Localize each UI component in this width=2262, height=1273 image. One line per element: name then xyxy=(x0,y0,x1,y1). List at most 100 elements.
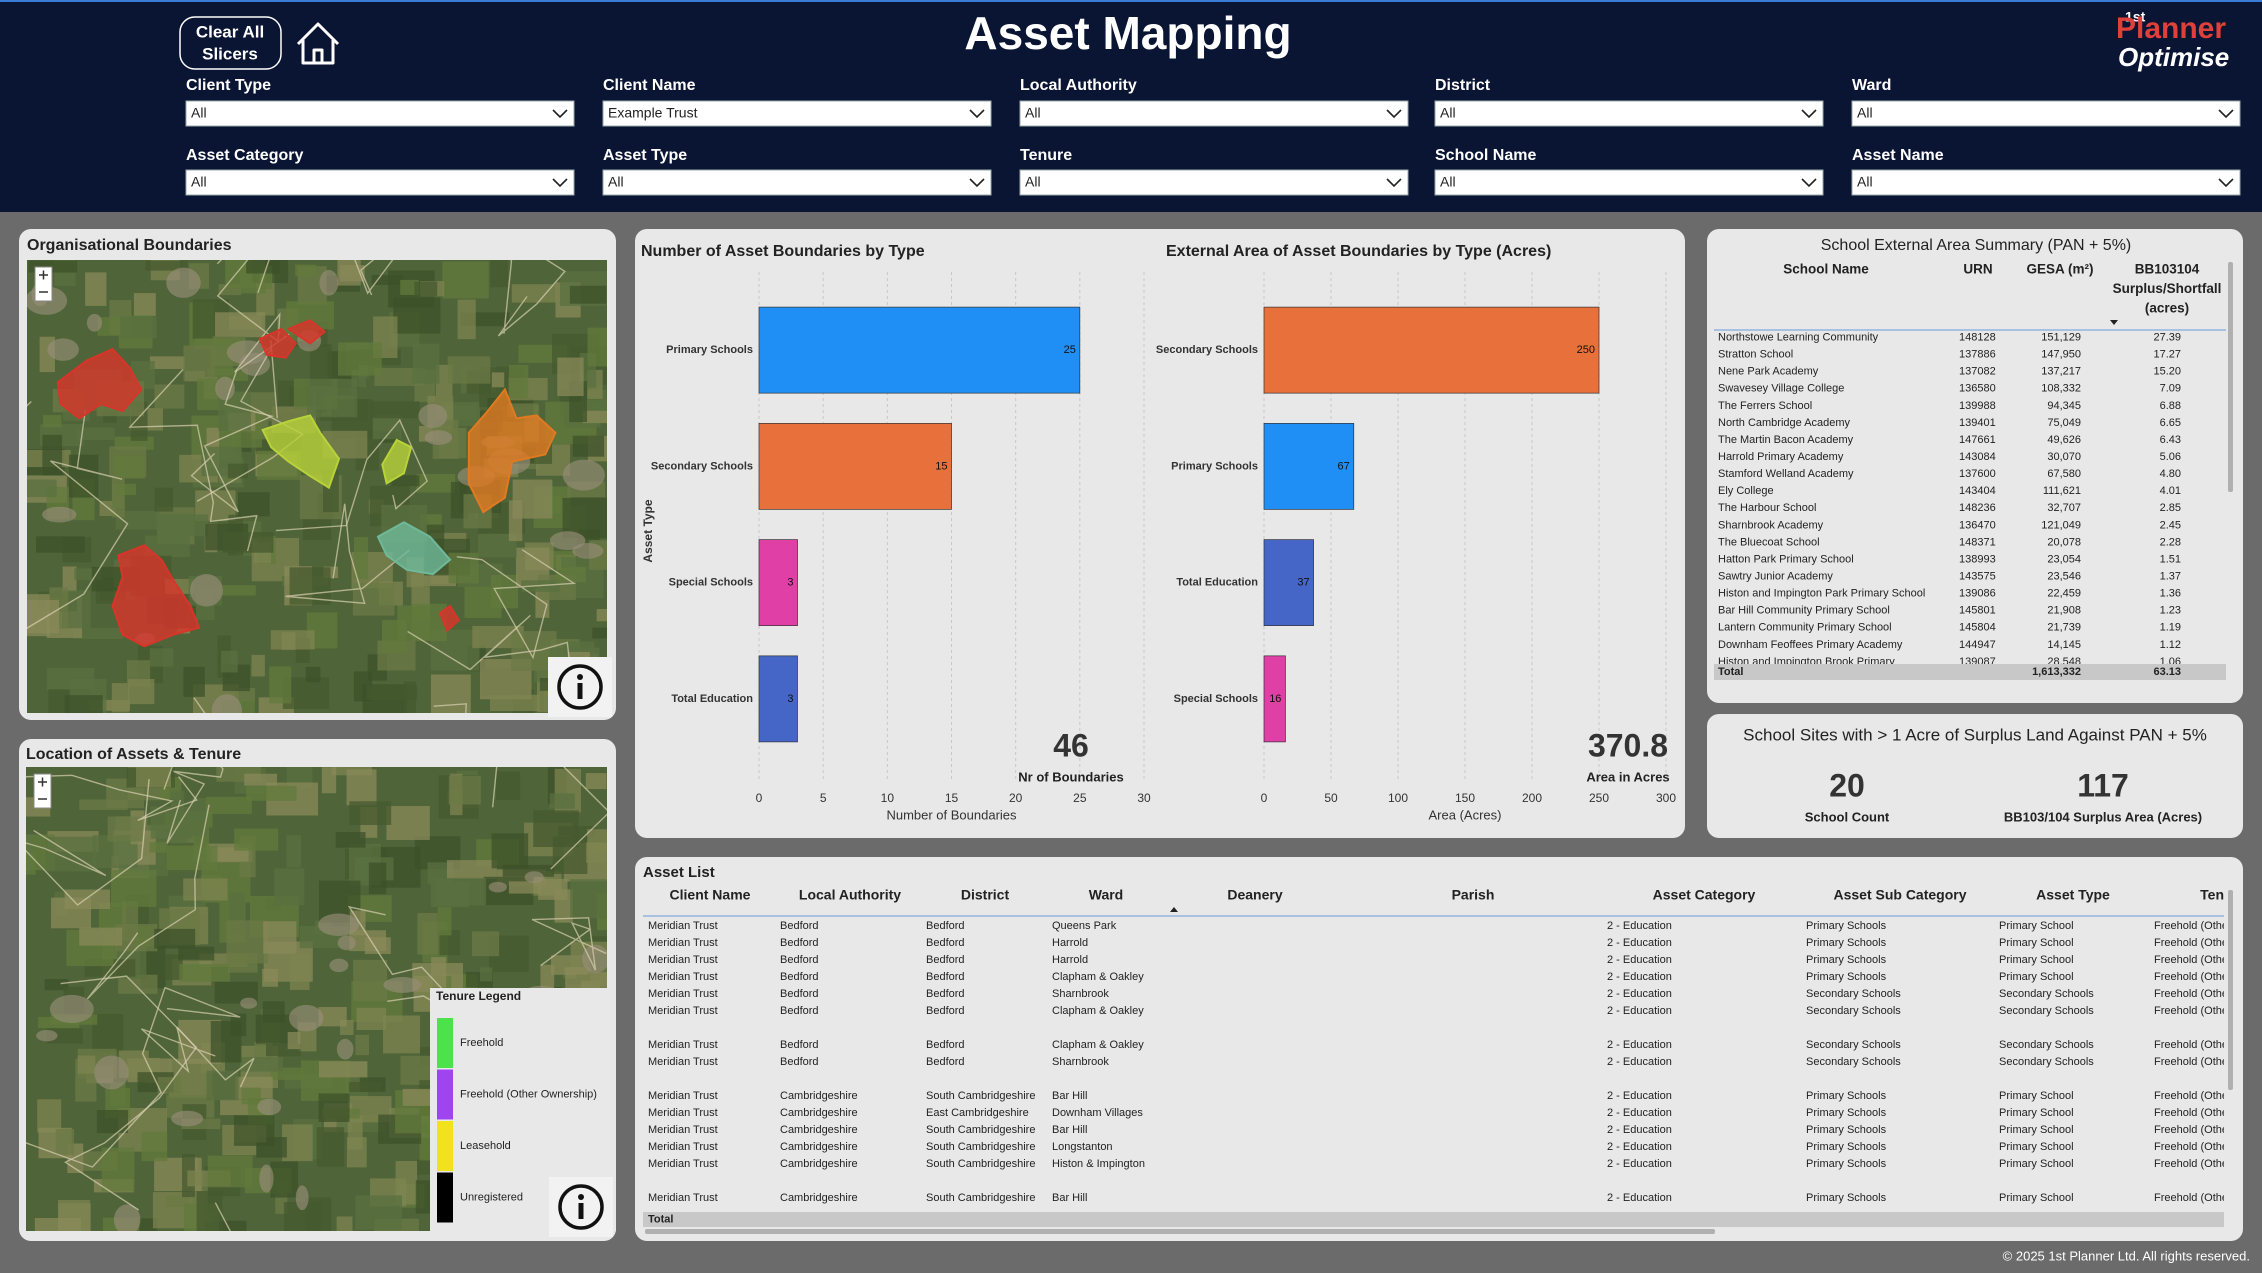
slicer-chevron[interactable] xyxy=(2218,178,2234,188)
slicer-value[interactable]: All xyxy=(608,174,624,190)
table-cell[interactable]: Sharnbrook Academy xyxy=(1718,519,1824,531)
clear-slicers-button[interactable] xyxy=(179,16,282,70)
table-cell[interactable]: Downham Feoffees Primary Academy xyxy=(1718,639,1903,651)
boundary-area[interactable] xyxy=(258,327,298,359)
column-header[interactable]: Ward xyxy=(1089,887,1123,903)
info-stem[interactable] xyxy=(578,1203,584,1219)
table-cell[interactable]: The Martin Bacon Academy xyxy=(1718,434,1854,446)
column-header[interactable]: GESA (m²) xyxy=(2027,262,2094,277)
table-cell[interactable]: Nene Park Academy xyxy=(1718,366,1819,378)
bar[interactable] xyxy=(758,423,952,510)
column-header[interactable]: Parish xyxy=(1452,887,1495,903)
slicer-dropdown[interactable] xyxy=(1019,169,1409,196)
slicer-chevron[interactable] xyxy=(1801,109,1817,119)
slicer-value[interactable]: All xyxy=(191,174,207,190)
bar[interactable] xyxy=(1263,306,1600,394)
slicer-chevron[interactable] xyxy=(552,178,568,188)
table-cell[interactable]: Stamford Welland Academy xyxy=(1718,468,1854,480)
bar[interactable] xyxy=(1263,539,1314,626)
info-dot[interactable] xyxy=(577,674,583,680)
column-header[interactable]: School Name xyxy=(1783,262,1869,277)
boundary-area[interactable] xyxy=(56,347,143,420)
slicer-chevron[interactable] xyxy=(969,109,985,119)
bar[interactable] xyxy=(758,306,1081,394)
table-cell[interactable]: The Harbour School xyxy=(1718,502,1816,514)
slicer-value[interactable]: All xyxy=(1025,105,1041,121)
slicer-value[interactable]: All xyxy=(1025,174,1041,190)
table-cell[interactable]: Northstowe Learning Community xyxy=(1718,332,1879,344)
column-header[interactable]: Tenure xyxy=(2200,887,2246,903)
column-header[interactable]: BB103104 xyxy=(2135,262,2200,277)
map-town xyxy=(259,1164,274,1193)
slicer-value[interactable]: Example Trust xyxy=(608,105,698,121)
home-button[interactable] xyxy=(296,22,340,65)
org-boundaries-map[interactable] xyxy=(0,216,643,906)
boundary-area[interactable] xyxy=(376,521,452,576)
info-button[interactable] xyxy=(557,664,603,710)
table-cell[interactable]: Ely College xyxy=(1718,485,1774,497)
clear-slicers-label[interactable]: Clear All xyxy=(196,22,264,41)
column-header[interactable]: Asset Category xyxy=(1653,887,1756,903)
table-cell[interactable]: Stratton School xyxy=(1718,349,1793,361)
slicer-chevron[interactable] xyxy=(2218,109,2234,119)
slicer-chevron[interactable] xyxy=(1801,178,1817,188)
clear-slicers-label[interactable]: Slicers xyxy=(202,44,258,63)
zoom-in[interactable] xyxy=(38,777,47,787)
boundary-area[interactable] xyxy=(467,387,557,514)
bar[interactable] xyxy=(1263,423,1355,510)
column-header[interactable]: Asset Type xyxy=(2036,887,2110,903)
table-cell[interactable]: Harrold Primary Academy xyxy=(1718,451,1844,463)
column-header[interactable]: Deanery xyxy=(1227,887,1282,903)
boundary-area[interactable] xyxy=(111,544,201,648)
bar[interactable] xyxy=(758,539,798,626)
slicer-dropdown[interactable] xyxy=(602,100,992,127)
slicer-dropdown[interactable] xyxy=(1434,100,1824,127)
table-cell[interactable]: Sawtry Junior Academy xyxy=(1718,570,1833,582)
column-header[interactable]: (acres) xyxy=(2145,301,2189,316)
boundary-area[interactable] xyxy=(438,604,461,633)
table-cell[interactable]: The Bluecoat School xyxy=(1718,536,1820,548)
slicer-chevron[interactable] xyxy=(969,178,985,188)
slicer-dropdown[interactable] xyxy=(1851,169,2241,196)
slicer-value[interactable]: All xyxy=(191,105,207,121)
slicer-value[interactable]: All xyxy=(1440,174,1456,190)
column-header[interactable]: Asset Sub Category xyxy=(1833,887,1966,903)
table-cell[interactable]: North Cambridge Academy xyxy=(1718,417,1851,429)
column-header[interactable]: Local Authority xyxy=(799,887,901,903)
bar[interactable] xyxy=(1263,655,1286,743)
table-cell[interactable]: Hatton Park Primary School xyxy=(1718,553,1854,565)
scrollbar-h[interactable] xyxy=(645,1229,1715,1234)
table-cell[interactable]: Lantern Community Primary School xyxy=(1718,622,1892,634)
boundary-area[interactable] xyxy=(261,414,341,490)
slicer-chevron[interactable] xyxy=(552,109,568,119)
slicer-dropdown[interactable] xyxy=(1019,100,1409,127)
column-header[interactable]: Surplus/Shortfall xyxy=(2113,281,2222,296)
info-button[interactable] xyxy=(558,1184,604,1230)
slicer-dropdown[interactable] xyxy=(1851,100,2241,127)
slicer-chevron[interactable] xyxy=(1386,109,1402,119)
slicer-dropdown[interactable] xyxy=(602,169,992,196)
info-stem[interactable] xyxy=(577,683,583,699)
info-dot[interactable] xyxy=(578,1194,584,1200)
boundary-area[interactable] xyxy=(286,319,327,345)
slicer-chevron[interactable] xyxy=(1386,178,1402,188)
table-cell[interactable]: The Ferrers School xyxy=(1718,400,1812,412)
slicer-dropdown[interactable] xyxy=(1434,169,1824,196)
boundary-area[interactable] xyxy=(381,438,413,485)
table-cell[interactable]: Histon and Impington Park Primary School xyxy=(1718,588,1925,600)
slicer-value[interactable]: All xyxy=(1857,174,1873,190)
column-header[interactable]: District xyxy=(961,887,1010,903)
table-cell[interactable]: Histon and Impington Brook Primary xyxy=(1718,656,1895,668)
slicer-value[interactable]: All xyxy=(1857,105,1873,121)
table-cell[interactable]: Swavesey Village College xyxy=(1718,383,1844,395)
slicer-value[interactable]: All xyxy=(1440,105,1456,121)
scrollbar-v[interactable] xyxy=(2228,890,2233,1090)
slicer-dropdown[interactable] xyxy=(185,169,575,196)
column-header[interactable]: URN xyxy=(1963,262,1992,277)
slicer-dropdown[interactable] xyxy=(185,100,575,127)
bar[interactable] xyxy=(758,655,798,743)
column-header[interactable]: Client Name xyxy=(670,887,751,903)
scrollbar[interactable] xyxy=(2228,262,2233,492)
table-cell[interactable]: Bar Hill Community Primary School xyxy=(1718,605,1890,617)
zoom-in[interactable] xyxy=(39,270,48,280)
